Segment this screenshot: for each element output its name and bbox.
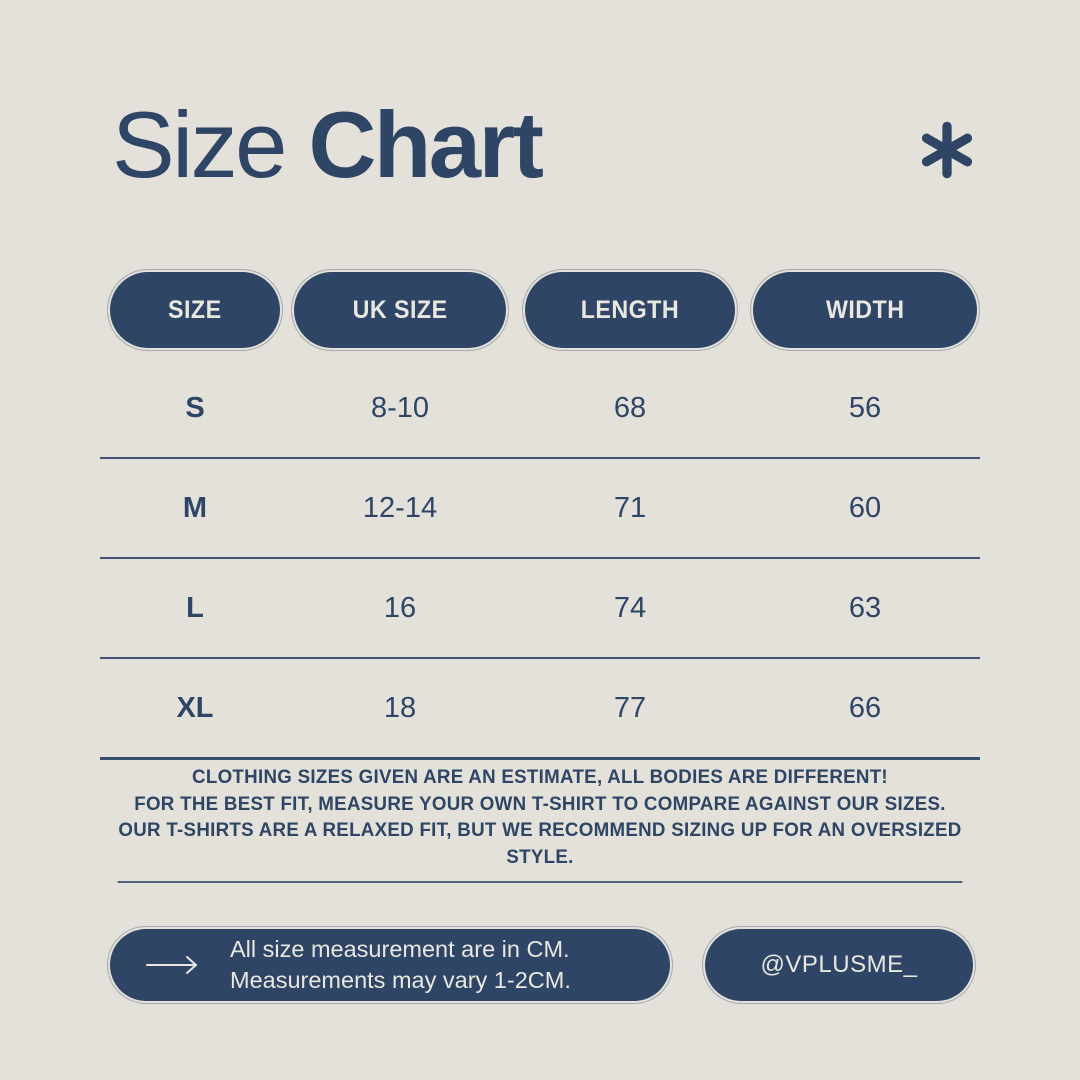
title-word-bold: Chart <box>308 92 543 197</box>
cell-size: M <box>182 491 208 524</box>
header-pill-length: LENGTH <box>522 269 738 351</box>
table-row: M 12-14 71 60 <box>100 459 980 559</box>
social-handle-pill: @VPLUSME_ <box>702 926 976 1004</box>
header-pill-uk-size: UK SIZE <box>291 269 509 351</box>
asterisk-icon <box>921 121 973 179</box>
table-body: S 8-10 68 56 M 12-14 71 60 L 16 74 63 XL… <box>100 359 980 760</box>
cell-width: 66 <box>848 691 882 724</box>
social-handle: @VPLUSME_ <box>760 951 918 978</box>
disclaimer-line: FOR THE BEST FIT, MEASURE YOUR OWN T-SHI… <box>134 792 946 815</box>
header-label: SIZE <box>168 295 222 324</box>
cell-length: 71 <box>613 491 647 524</box>
cell-uk-size: 16 <box>383 591 417 624</box>
cell-uk-size: 18 <box>383 691 417 724</box>
cell-size: XL <box>176 691 214 724</box>
measurement-note-line1: All size measurement are in CM. <box>230 936 570 962</box>
disclaimer-line: OUR T-SHIRTS ARE A RELAXED FIT, BUT WE R… <box>118 819 962 868</box>
page-title: Size Chart <box>112 95 544 195</box>
disclaimer-text: CLOTHING SIZES GIVEN ARE AN ESTIMATE, AL… <box>117 764 963 883</box>
cell-uk-size: 8-10 <box>370 391 430 424</box>
header-label: UK SIZE <box>352 295 448 324</box>
arrow-right-icon <box>146 956 197 974</box>
cell-size: S <box>185 391 205 424</box>
measurement-note: All size measurement are in CM. Measurem… <box>230 934 571 996</box>
cell-uk-size: 12-14 <box>362 491 438 524</box>
size-table: SIZE UK SIZE LENGTH WIDTH S 8-10 68 56 M… <box>100 269 980 760</box>
disclaimer-line: CLOTHING SIZES GIVEN ARE AN ESTIMATE, AL… <box>192 766 888 788</box>
cell-size: L <box>186 591 204 624</box>
cell-length: 68 <box>613 391 647 424</box>
cell-length: 74 <box>613 591 647 624</box>
cell-length: 77 <box>613 691 647 724</box>
table-row: S 8-10 68 56 <box>100 359 980 459</box>
cell-width: 60 <box>848 491 882 524</box>
title-word-regular: Size <box>112 92 287 197</box>
table-row: XL 18 77 66 <box>100 659 980 760</box>
header-label: WIDTH <box>825 295 905 324</box>
table-header-row: SIZE UK SIZE LENGTH WIDTH <box>100 269 980 351</box>
cell-width: 63 <box>848 591 882 624</box>
header-pill-width: WIDTH <box>750 269 980 351</box>
cell-width: 56 <box>848 391 882 424</box>
header-pill-size: SIZE <box>107 269 283 351</box>
measurement-note-line2: Measurements may vary 1-2CM. <box>230 967 571 993</box>
footer: All size measurement are in CM. Measurem… <box>107 926 976 1004</box>
header-label: LENGTH <box>580 295 680 324</box>
table-row: L 16 74 63 <box>100 559 980 659</box>
measurement-note-pill: All size measurement are in CM. Measurem… <box>107 926 673 1004</box>
